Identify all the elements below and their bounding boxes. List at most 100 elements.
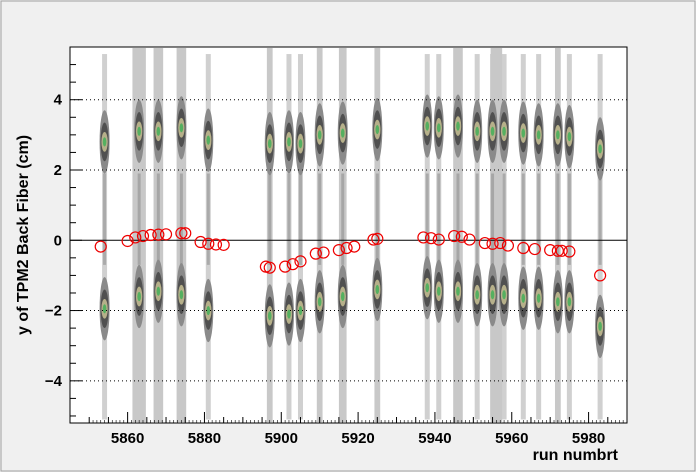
marker-point-24 — [371, 232, 384, 245]
density-upper-core-4 — [206, 135, 211, 145]
y-axis: −4 −2 0 2 4 — [45, 64, 82, 417]
density-upper-7 — [295, 112, 306, 176]
density-lower-core-7 — [298, 305, 303, 316]
marker-point-4 — [144, 228, 157, 242]
density-lower-core-3 — [179, 290, 184, 300]
band-strip-mid-6 — [287, 173, 291, 265]
y-tick-label-3: 2 — [54, 162, 62, 179]
density-lower-14 — [472, 263, 483, 327]
marker-point-12 — [217, 238, 230, 251]
marker-point-28 — [448, 229, 461, 243]
x-tick-label-6: 5980 — [572, 430, 605, 447]
density-lower-9 — [337, 264, 348, 329]
density-upper-core-14 — [475, 126, 479, 136]
x-tick-label-2: 5900 — [265, 430, 298, 447]
density-upper-0 — [99, 110, 110, 174]
marker-point-11 — [209, 238, 223, 251]
band-strip-mid-3 — [179, 173, 183, 265]
density-upper-6 — [283, 110, 294, 174]
density-lower-core-10 — [375, 284, 380, 295]
band-strip-mid-14 — [475, 173, 479, 265]
density-lower-20 — [564, 270, 575, 334]
density-upper-13 — [452, 94, 463, 158]
band-strip-mid-15 — [491, 173, 495, 265]
band-strip-mid-10 — [375, 173, 379, 265]
band-strip-mid-13 — [456, 173, 460, 265]
band-strip-mid-20 — [567, 173, 571, 265]
y-axis-label: y of TPM2 Back Fiber (cm) — [15, 135, 32, 335]
density-upper-core-17 — [521, 128, 526, 138]
marker-point-36 — [528, 242, 541, 256]
density-upper-core-7 — [298, 139, 303, 149]
density-lower-core-18 — [536, 293, 541, 303]
density-lower-core-17 — [521, 293, 526, 303]
marker-point-35 — [517, 241, 530, 255]
density-upper-19 — [552, 103, 563, 167]
density-upper-core-19 — [556, 130, 560, 140]
marker-series — [94, 227, 607, 282]
marker-point-5 — [152, 228, 165, 241]
density-upper-21 — [595, 117, 606, 181]
marker-point-32 — [486, 237, 499, 250]
density-lower-core-19 — [556, 297, 560, 307]
y-tick-label-4: 4 — [54, 92, 63, 109]
density-lower-2 — [153, 259, 164, 323]
band-strip-mid-7 — [298, 173, 302, 265]
plot-frame — [69, 46, 628, 424]
density-upper-11 — [422, 94, 433, 158]
density-lower-core-4 — [206, 305, 211, 316]
marker-point-21 — [340, 241, 353, 255]
marker-point-6 — [159, 228, 173, 241]
marker-point-10 — [202, 237, 215, 250]
y-tick-label-2: 0 — [54, 232, 62, 249]
density-lower-core-9 — [340, 291, 345, 302]
density-upper-9 — [337, 101, 348, 165]
density-lower-core-12 — [436, 286, 441, 296]
density-lower-18 — [533, 266, 544, 330]
x-axis: 5860 5880 5900 5920 5940 5960 5980 — [88, 412, 628, 447]
density-upper-core-1 — [137, 126, 141, 136]
density-upper-16 — [499, 99, 510, 163]
marker-point-25 — [417, 231, 430, 244]
marker-point-34 — [501, 239, 515, 252]
density-upper-core-6 — [287, 137, 291, 147]
density-lower-21 — [595, 294, 606, 358]
density-upper-14 — [472, 99, 483, 163]
density-lower-core-1 — [137, 291, 141, 302]
density-lower-1 — [134, 264, 145, 329]
marker-point-29 — [455, 230, 468, 243]
marker-point-26 — [424, 232, 438, 245]
marker-point-9 — [194, 235, 207, 249]
marker-point-8 — [179, 227, 192, 240]
marker-point-19 — [317, 246, 330, 259]
density-upper-core-12 — [436, 123, 441, 133]
band-strip-mid-21 — [598, 173, 602, 265]
band-strip-mid-11 — [425, 173, 429, 265]
density-upper-5 — [264, 112, 275, 176]
density-lower-core-15 — [490, 290, 495, 300]
marker-point-22 — [348, 240, 361, 253]
band-strip-mid-9 — [341, 173, 345, 265]
band-strip-mid-18 — [537, 173, 541, 265]
marker-point-0 — [94, 240, 107, 253]
density-lower-10 — [372, 257, 383, 322]
band-strip-mid-16 — [502, 173, 506, 265]
density-upper-core-3 — [179, 123, 184, 133]
x-axis-label: run numbrt — [533, 447, 619, 464]
density-upper-20 — [564, 104, 575, 169]
density-upper-core-20 — [567, 132, 572, 142]
density-upper-15 — [487, 99, 498, 163]
density-lower-core-13 — [456, 286, 460, 296]
density-upper-core-5 — [267, 139, 272, 149]
density-lower-3 — [176, 263, 187, 327]
marker-point-20 — [332, 244, 345, 257]
marker-point-2 — [129, 231, 142, 244]
density-upper-core-15 — [490, 126, 495, 136]
density-upper-core-8 — [317, 130, 322, 140]
band-strip-mid-0 — [103, 173, 107, 265]
density-lower-core-20 — [567, 297, 572, 307]
band-strip-mid-19 — [556, 173, 560, 265]
density-upper-1 — [134, 99, 145, 163]
density-lower-core-21 — [598, 321, 602, 331]
band-strip-mid-8 — [318, 173, 322, 265]
